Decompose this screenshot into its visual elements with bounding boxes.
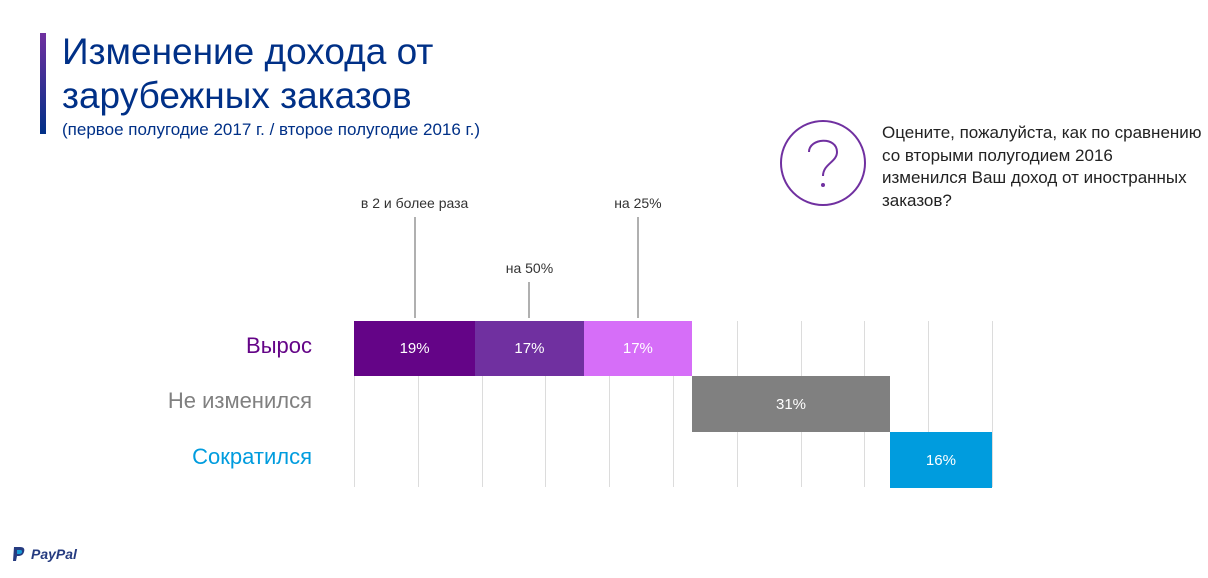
page-subtitle: (первое полугодие 2017 г. / второе полуг… bbox=[62, 120, 481, 139]
gridline bbox=[354, 321, 355, 487]
page-title: Изменение дохода от зарубежных заказов bbox=[62, 31, 434, 116]
paypal-icon bbox=[13, 547, 25, 561]
category-label: Сократился bbox=[192, 444, 312, 469]
gridline bbox=[992, 321, 993, 487]
annotation-label: на 25% bbox=[614, 195, 662, 211]
annotation-label: в 2 и более раза bbox=[360, 195, 469, 211]
bar-segment: 17% bbox=[583, 321, 693, 376]
annotation-label: на 50% bbox=[505, 260, 554, 276]
bar-segment: 31% bbox=[692, 376, 890, 432]
gridline bbox=[481, 321, 483, 487]
category-label: Не изменился bbox=[167, 388, 312, 413]
annotation-leader-line bbox=[528, 282, 531, 318]
bar-segment: 17% bbox=[475, 321, 584, 376]
paypal-logo: PayPal bbox=[12, 546, 77, 562]
gridline bbox=[609, 321, 611, 487]
survey-question: Оцените, пожалуйста, как по сравнению со… bbox=[882, 123, 1202, 210]
annotation-leader-line bbox=[636, 217, 639, 318]
annotation-leader-line bbox=[413, 217, 416, 318]
title-accent-bar bbox=[40, 33, 46, 134]
paypal-wordmark: PayPal bbox=[31, 546, 77, 562]
bar-segment: 16% bbox=[889, 432, 992, 488]
question-icon bbox=[778, 118, 868, 213]
category-label: Вырос bbox=[246, 333, 312, 358]
bar-segment: 19% bbox=[354, 321, 476, 376]
gridline bbox=[417, 321, 419, 487]
gridline bbox=[545, 321, 547, 487]
gridline bbox=[928, 321, 930, 487]
gridline bbox=[673, 321, 674, 487]
